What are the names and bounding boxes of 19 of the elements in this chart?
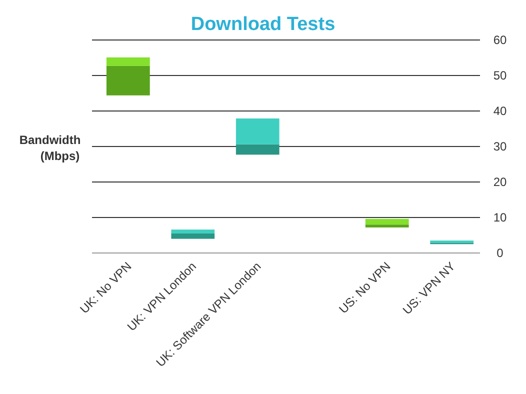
bar: [106, 66, 150, 96]
bar: [365, 224, 409, 228]
bar: [171, 230, 215, 234]
y-tick-label: 10: [493, 210, 507, 225]
y-tick-label: 60: [493, 33, 507, 48]
bar: [106, 57, 150, 66]
y-axis-title: Bandwidth (Mbps): [19, 133, 81, 163]
bar: [236, 118, 280, 144]
y-tick-label: 50: [493, 68, 507, 83]
y-tick-label: 40: [493, 104, 507, 118]
bar: [171, 233, 215, 239]
bar: [365, 218, 409, 225]
y-tick-label: 0: [496, 246, 504, 260]
x-tick-label: UK: No VPN: [77, 259, 134, 316]
x-tick-label: US: No VPN: [336, 259, 394, 316]
chart-title: Download Tests: [190, 14, 336, 35]
bar: [236, 144, 280, 155]
y-tick-label: 20: [493, 175, 507, 190]
y-tick-label: 30: [493, 140, 507, 154]
